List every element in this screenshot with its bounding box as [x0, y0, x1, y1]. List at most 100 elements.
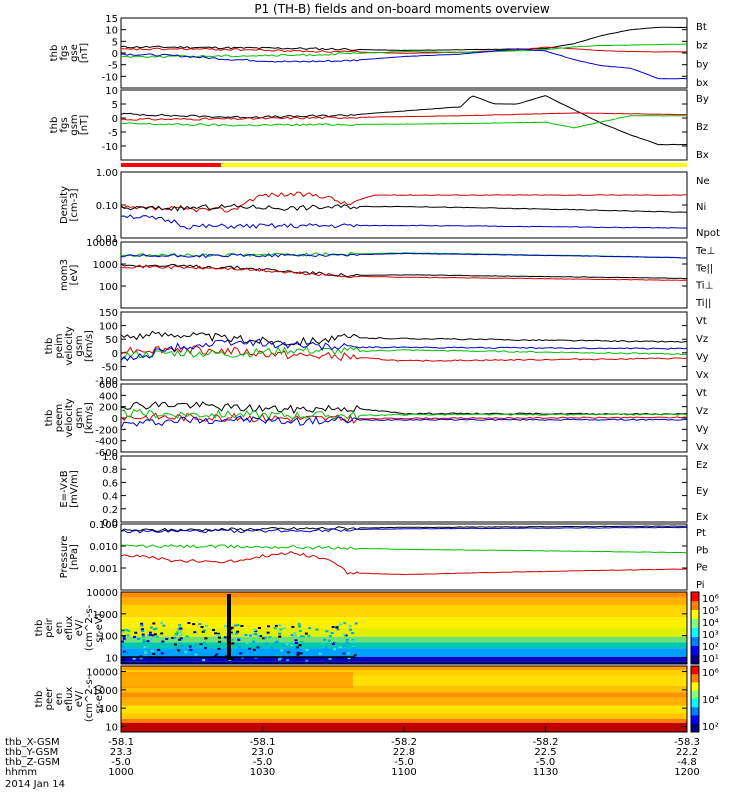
- legend-Bx: Bx: [696, 150, 709, 161]
- spectrogram-pixel: [273, 627, 277, 630]
- y-tick-label: 100: [99, 282, 118, 293]
- spectrogram-pixel: [333, 644, 337, 647]
- y-axis-label: [mV/m]: [69, 470, 80, 508]
- y-tick-label: 10000: [86, 588, 118, 599]
- x-tick-label: -4.8: [677, 757, 697, 768]
- colorbar-tick-label: 10⁶: [702, 668, 719, 679]
- y-tick-label: -400: [95, 437, 118, 448]
- y-axis-label: velocity: [64, 326, 75, 365]
- spectrogram-pixel: [245, 642, 249, 645]
- y-tick-label: 0.8: [102, 465, 118, 476]
- y-tick-label: 100: [99, 322, 118, 333]
- y-tick-label: -200: [95, 425, 118, 436]
- spectrogram-pixel: [141, 635, 145, 638]
- spectrogram-pixel: [193, 631, 197, 634]
- colorbar-segment: [691, 601, 699, 611]
- spectrogram-pixel: [257, 627, 261, 630]
- spectrogram-pixel: [202, 641, 206, 644]
- legend-Ti||: Ti||: [695, 298, 711, 309]
- spectrogram-pixel: [141, 633, 145, 636]
- spectrogram-pixel: [253, 628, 257, 631]
- x-row-label: thb_X-GSM: [5, 737, 60, 748]
- spectrogram-pixel: [327, 639, 331, 642]
- spectrogram-pixel: [303, 648, 307, 651]
- colorbar-segment: [691, 682, 699, 692]
- spectrogram-pixel: [301, 635, 305, 638]
- x-axis-labels: thb_X-GSM -58.1 -58.1 -58.2 -58.2 -58.3 thb_Y-…: [5, 727, 700, 790]
- spectrogram-pixel: [254, 630, 258, 633]
- y-tick-label: 1000: [93, 260, 118, 271]
- spectrogram-pixel: [279, 657, 283, 660]
- spectrogram-pixel: [290, 634, 294, 637]
- spectrogram-pixel: [231, 642, 235, 645]
- spectrogram-pixel: [323, 638, 327, 641]
- spectrogram-pixel: [230, 626, 234, 629]
- spectrogram-pixel: [121, 659, 125, 662]
- y-axis-label: E=-VxB: [59, 470, 70, 507]
- spectrogram-band: [121, 597, 687, 605]
- spectrogram-pixel: [204, 647, 208, 650]
- spectrogram-pixel: [174, 633, 178, 636]
- spectrogram-pixel: [137, 637, 141, 640]
- x-tick-label: -5.0: [253, 757, 273, 768]
- y-axis-label: [km/s]: [84, 330, 95, 362]
- x-tick-label: 22.5: [534, 747, 556, 758]
- x-tick-label: -5.0: [536, 757, 556, 768]
- spectrogram-pixel: [264, 642, 268, 645]
- series-line-Te⊥: [120, 264, 688, 281]
- series-line-By: [120, 115, 687, 129]
- spectrogram-pixel: [352, 647, 356, 650]
- panel-peer: 10⁶ 10⁴ 10² 10000 1000 100 10 thb peer en eflux eV/…: [34, 665, 719, 733]
- spectrogram-pixel: [250, 646, 254, 649]
- x-tick-label: 23.3: [110, 747, 132, 758]
- spectrogram-pixel: [177, 649, 181, 652]
- spectrogram-pixel: [148, 631, 152, 634]
- spectrogram-pixel: [293, 632, 297, 635]
- spectrogram-band: [121, 697, 687, 706]
- panel-frame: [120, 523, 688, 591]
- spectrogram-pixel: [154, 627, 158, 630]
- spectrogram-pixel: [143, 649, 147, 652]
- spectrogram-pixel: [125, 628, 129, 631]
- spectrogram-pixel: [238, 646, 242, 649]
- series-line-Pi: [120, 526, 687, 534]
- x-tick-label: 23.0: [251, 747, 273, 758]
- series-line-Vy: [120, 345, 688, 360]
- spectrogram-pixel: [213, 655, 217, 658]
- y-tick-label: 0.4: [102, 492, 118, 503]
- spectrogram-pixel: [256, 634, 260, 637]
- spectrogram-pixel: [293, 634, 297, 637]
- y-tick-label: 400: [99, 391, 118, 402]
- y-tick-label: 0: [112, 414, 118, 425]
- spectrogram-pixel: [328, 635, 332, 638]
- spectrogram-pixel: [291, 625, 295, 628]
- x-tick-label: 22.2: [676, 747, 698, 758]
- spectrogram-pixel: [333, 642, 337, 645]
- series-line-Pe: [120, 544, 688, 554]
- y-axis-label: sr-eV): [94, 613, 105, 642]
- spectrogram-pixel: [294, 642, 298, 645]
- spectrogram-band: [121, 672, 353, 688]
- spectrogram-pixel: [304, 632, 308, 635]
- spectrogram-pixel: [152, 653, 156, 656]
- legend-Vz: Vz: [696, 334, 708, 345]
- y-axis-label: gsm: [74, 335, 85, 356]
- spectrogram-pixel: [215, 653, 219, 656]
- y-axis-label: gsm: [74, 407, 85, 428]
- spectrogram-pixel: [149, 626, 153, 629]
- spectrogram-pixel: [160, 632, 164, 635]
- y-tick-label: 0.6: [102, 478, 118, 489]
- spectrogram-pixel: [280, 649, 284, 652]
- x-row-label: hhmm: [5, 767, 37, 778]
- spectrogram-pixel: [339, 623, 343, 626]
- spectrogram-pixel: [178, 623, 182, 626]
- spectrogram-pixel: [152, 622, 156, 625]
- spectrogram-pixel: [175, 650, 179, 653]
- spectrogram-pixel: [124, 652, 128, 655]
- y-tick-label: 100: [99, 632, 118, 643]
- spectrogram-pixel: [290, 644, 294, 647]
- y-axis-label: thb: [44, 410, 55, 427]
- colorbar-segment: [691, 666, 699, 675]
- y-tick-label: 0.010: [89, 542, 118, 553]
- spectrogram-pixel: [249, 634, 253, 637]
